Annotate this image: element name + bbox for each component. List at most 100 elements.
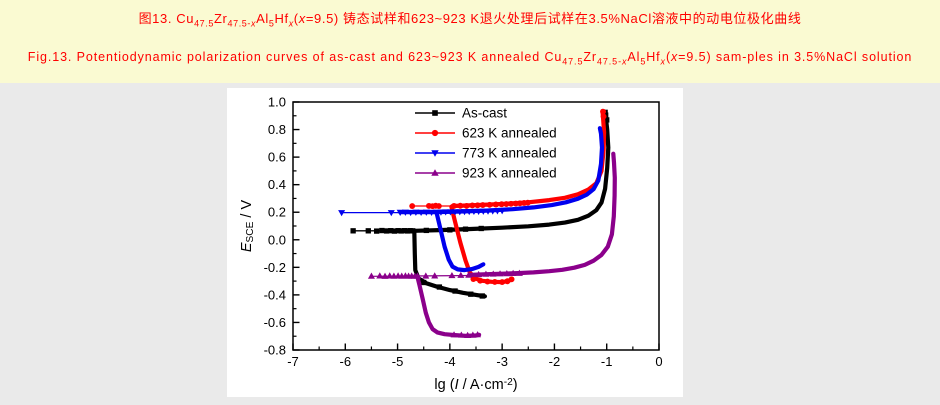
circle-marker bbox=[516, 200, 523, 207]
circle-marker bbox=[600, 108, 606, 115]
square-marker bbox=[479, 293, 485, 299]
square-marker bbox=[388, 228, 394, 234]
triangle-down-marker bbox=[489, 208, 497, 215]
triangle-down-marker bbox=[493, 208, 501, 215]
triangle-down-marker bbox=[338, 210, 346, 217]
triangle-down-marker bbox=[431, 150, 439, 157]
triangle-down-marker bbox=[479, 208, 487, 215]
square-marker bbox=[447, 227, 453, 233]
triangle-up-marker bbox=[464, 331, 472, 338]
polarization-chart-panel: -7 -6 -5 -4 -3 -2 -1 0 1.0 0.8 0.6 0.4 0.2 0.0 -0.2 -0.… bbox=[227, 88, 683, 397]
legend-label: As-cast bbox=[462, 106, 507, 121]
triangle-up-marker bbox=[469, 331, 477, 338]
triangle-up-marker bbox=[496, 270, 504, 277]
circle-marker bbox=[463, 202, 470, 209]
circle-marker bbox=[486, 201, 493, 208]
square-marker bbox=[391, 228, 398, 234]
x-tick-label: -3 bbox=[496, 354, 508, 369]
square-marker bbox=[423, 227, 429, 234]
triangle-up-marker bbox=[450, 331, 458, 338]
circle-marker bbox=[524, 199, 531, 206]
triangle-up-marker bbox=[474, 331, 482, 338]
triangle-down-marker bbox=[456, 209, 464, 216]
figure-caption-chinese: 图13. Cu47.5Zr47.5-xAl5Hfx(x=9.5) 铸态试样和62… bbox=[138, 11, 802, 29]
square-marker bbox=[432, 110, 438, 116]
series-path bbox=[412, 110, 611, 233]
series-773-k-annealed bbox=[338, 126, 605, 273]
triangle-down-marker bbox=[460, 209, 469, 216]
circle-marker bbox=[600, 113, 607, 120]
triangle-up-marker bbox=[448, 271, 456, 279]
triangle-down-marker bbox=[498, 208, 506, 215]
circle-marker bbox=[435, 203, 442, 209]
triangle-up-marker bbox=[482, 270, 490, 277]
series-path bbox=[415, 274, 482, 338]
triangle-up-marker bbox=[431, 272, 439, 279]
triangle-up-marker bbox=[509, 269, 517, 276]
triangle-down-marker bbox=[475, 208, 483, 216]
triangle-up-marker bbox=[431, 169, 439, 176]
x-tick-label: -7 bbox=[287, 354, 299, 369]
triangle-down-marker bbox=[451, 209, 459, 216]
square-marker bbox=[373, 228, 380, 234]
y-tick-label: 0.8 bbox=[268, 122, 286, 137]
circle-marker bbox=[457, 202, 464, 209]
x-tick-label: -5 bbox=[392, 354, 404, 369]
circle-marker bbox=[409, 203, 416, 209]
circle-marker bbox=[508, 200, 514, 207]
circle-marker bbox=[469, 202, 476, 209]
circle-marker bbox=[503, 201, 510, 208]
circle-marker bbox=[431, 129, 439, 137]
square-marker bbox=[398, 228, 404, 234]
circle-marker bbox=[492, 201, 499, 208]
series-923-k-annealed bbox=[367, 151, 617, 338]
figure-caption-english: Fig.13. Potentiodynamic polarization cur… bbox=[27, 50, 913, 67]
triangle-down-marker bbox=[428, 209, 436, 216]
y-tick-label: 0.6 bbox=[268, 150, 286, 165]
triangle-down-marker bbox=[407, 209, 415, 217]
legend-label: 923 K annealed bbox=[462, 166, 557, 181]
circle-marker bbox=[474, 202, 481, 209]
triangle-down-marker bbox=[401, 209, 409, 216]
circle-marker bbox=[498, 201, 505, 208]
triangle-up-marker bbox=[503, 270, 511, 277]
triangle-up-marker bbox=[422, 272, 430, 279]
x-tick-label: -1 bbox=[601, 354, 613, 369]
triangle-down-marker bbox=[412, 209, 420, 216]
square-marker bbox=[436, 284, 443, 290]
circle-marker bbox=[484, 278, 491, 285]
x-tick-label: -4 bbox=[444, 354, 456, 369]
square-marker bbox=[383, 228, 390, 234]
circle-marker bbox=[512, 200, 519, 207]
y-tick-label: -0.2 bbox=[264, 260, 286, 275]
triangle-up-marker bbox=[381, 272, 389, 279]
series-path bbox=[468, 151, 617, 277]
circle-marker bbox=[477, 277, 484, 284]
square-marker bbox=[462, 226, 469, 232]
triangle-down-marker bbox=[470, 208, 478, 216]
square-marker bbox=[395, 228, 401, 234]
triangle-up-marker bbox=[489, 270, 497, 277]
legend-label: 773 K annealed bbox=[462, 146, 557, 161]
triangle-down-marker bbox=[465, 208, 473, 216]
circle-marker bbox=[451, 202, 457, 209]
triangle-up-marker bbox=[413, 272, 421, 279]
y-tick-label: 0.0 bbox=[268, 232, 286, 247]
x-tick-label: -6 bbox=[340, 354, 352, 369]
y-axis-label: ESCE / V bbox=[239, 200, 256, 253]
polarization-chart: -7 -6 -5 -4 -3 -2 -1 0 1.0 0.8 0.6 0.4 0.2 0.0 -0.2 -0.… bbox=[239, 95, 663, 394]
triangle-down-marker bbox=[432, 209, 440, 216]
y-tick-label: -0.6 bbox=[264, 315, 286, 330]
legend-label: 623 K annealed bbox=[462, 126, 557, 141]
triangle-down-marker bbox=[437, 209, 445, 216]
caption-band: 图13. Cu47.5Zr47.5-xAl5Hfx(x=9.5) 铸态试样和62… bbox=[0, 0, 940, 83]
circle-marker bbox=[479, 202, 486, 209]
circle-marker bbox=[491, 278, 498, 285]
triangle-up-marker bbox=[515, 269, 523, 276]
y-tick-label: 1.0 bbox=[268, 95, 286, 110]
series-623-k-annealed bbox=[409, 108, 607, 286]
triangle-up-marker bbox=[457, 331, 465, 338]
circle-marker bbox=[508, 276, 515, 283]
x-tick-label: -2 bbox=[549, 354, 561, 369]
